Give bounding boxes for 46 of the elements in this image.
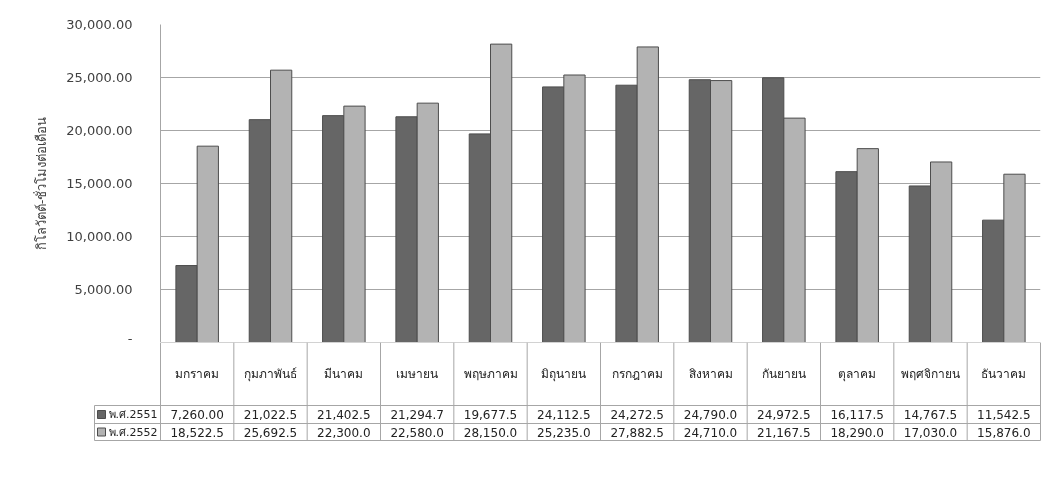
x-tick-label: กันยายน <box>761 367 806 381</box>
y-axis-title: กิโลวัตต์-ชั่วโมงต่อเดือน <box>33 116 50 251</box>
y-tick-label: - <box>127 330 133 346</box>
y-tick-label: 10,000.00 <box>66 229 133 244</box>
x-tick-label: มิถุนายน <box>541 367 587 382</box>
data-label: 18,290.0 <box>830 425 884 440</box>
data-label: 21,402.5 <box>317 408 371 422</box>
x-tick-label: พฤษภาคม <box>463 367 518 381</box>
y-tick-label: 25,000.00 <box>66 70 133 85</box>
data-label: 11,542.5 <box>977 408 1031 422</box>
data-label: 24,272.5 <box>610 408 664 422</box>
data-label: 14,767.5 <box>903 408 958 422</box>
x-tick-label: มีนาคม <box>324 367 364 381</box>
data-label: 25,692.5 <box>243 425 298 440</box>
y-tick-label: 30,000.00 <box>66 17 133 32</box>
legend-label: พ.ศ.2551 <box>108 408 158 421</box>
data-label: 17,030.0 <box>903 425 958 440</box>
data-label: 15,876.0 <box>977 425 1031 440</box>
data-label: 21,167.5 <box>757 425 811 440</box>
y-tick-label: 5,000.00 <box>74 282 133 297</box>
data-label: 24,112.5 <box>537 408 591 422</box>
data-label: 24,790.0 <box>683 408 738 422</box>
x-tick-label: พฤศจิกายน <box>901 367 960 381</box>
data-label: 22,300.0 <box>317 425 371 440</box>
y-tick-label: 20,000.00 <box>66 123 133 138</box>
x-tick-label: สิงหาคม <box>688 367 733 381</box>
x-tick-label: กุมภาพันธ์ <box>244 367 297 382</box>
data-label: 18,522.5 <box>170 425 224 440</box>
x-tick-label: กรกฎาคม <box>611 367 663 381</box>
x-tick-label: เมษายน <box>396 367 439 381</box>
data-label: 28,150.0 <box>463 425 518 440</box>
data-label: 25,235.0 <box>537 425 591 440</box>
data-label: 21,022.5 <box>243 408 298 422</box>
data-label: 21,294.7 <box>390 408 444 422</box>
x-tick-label: มกราคม <box>175 367 220 381</box>
x-tick-label: ธันวาคม <box>981 367 1027 381</box>
data-label: 7,260.00 <box>170 408 224 422</box>
data-label: 24,972.5 <box>757 408 811 422</box>
data-label: 16,117.5 <box>830 408 884 422</box>
data-label: 22,580.0 <box>390 425 444 440</box>
y-tick-label: 15,000.00 <box>66 176 133 191</box>
data-label: 19,677.5 <box>463 408 518 422</box>
legend-label: พ.ศ.2552 <box>108 425 158 439</box>
data-label: 27,882.5 <box>610 425 664 440</box>
data-label: 24,710.0 <box>683 425 738 440</box>
x-tick-label: ตุลาคม <box>838 367 877 382</box>
